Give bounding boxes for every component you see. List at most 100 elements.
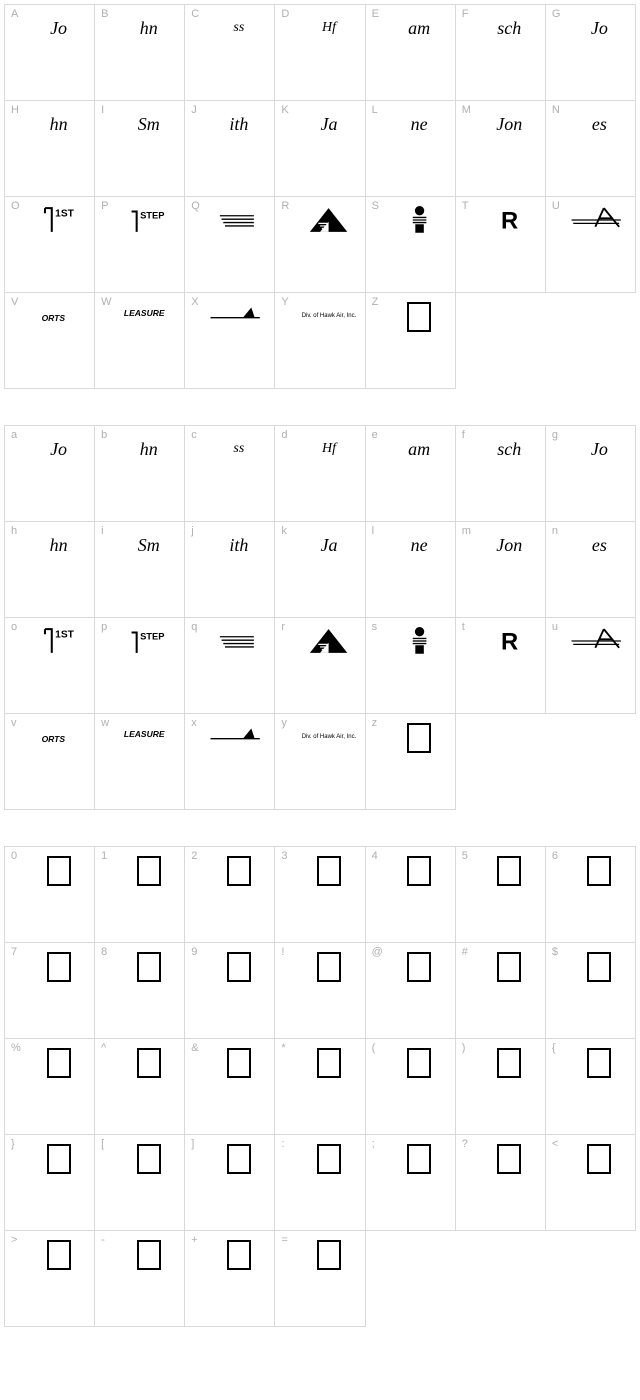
missing-glyph-box xyxy=(317,1240,341,1270)
cell-glyph xyxy=(297,203,360,237)
missing-glyph-box xyxy=(227,1144,251,1174)
cell-label: l xyxy=(372,525,374,537)
cell-glyph xyxy=(117,203,180,237)
missing-glyph-box xyxy=(137,1144,161,1174)
missing-glyph-box xyxy=(407,723,431,753)
missing-glyph-box xyxy=(407,952,431,982)
charmap-cell: @ xyxy=(366,943,456,1039)
cell-glyph xyxy=(478,853,541,887)
cell-glyph: Sm xyxy=(117,528,180,562)
charmap-cell: S xyxy=(366,197,456,293)
missing-glyph-box xyxy=(317,856,341,886)
cell-label: 0 xyxy=(11,850,17,862)
cell-glyph xyxy=(478,624,541,658)
cell-label: 4 xyxy=(372,850,378,862)
cell-glyph xyxy=(27,720,90,754)
cell-glyph xyxy=(207,299,270,333)
missing-glyph-box xyxy=(137,1240,161,1270)
glyph-tail xyxy=(207,720,270,754)
cell-glyph xyxy=(27,203,90,237)
cell-label: j xyxy=(191,525,193,537)
cell-glyph: ith xyxy=(207,528,270,562)
charmap-cell: X xyxy=(185,293,275,389)
cell-label: W xyxy=(101,296,111,308)
glyph-cursive: ss xyxy=(233,442,244,456)
missing-glyph-box xyxy=(227,1240,251,1270)
cell-glyph xyxy=(117,853,180,887)
cell-label: x xyxy=(191,717,197,729)
cell-glyph xyxy=(388,1045,451,1079)
cell-label: } xyxy=(11,1138,15,1150)
cell-label: K xyxy=(281,104,288,116)
charmap-cell: 3 xyxy=(275,847,365,943)
cell-label: F xyxy=(462,8,469,20)
cell-label: M xyxy=(462,104,471,116)
charmap-cell: I Sm xyxy=(95,101,185,197)
cell-glyph xyxy=(207,853,270,887)
cell-label: S xyxy=(372,200,379,212)
missing-glyph-box xyxy=(497,1144,521,1174)
cell-glyph xyxy=(117,299,180,333)
cell-glyph: Hf xyxy=(297,11,360,45)
cell-label: U xyxy=(552,200,560,212)
charmap-cell: 5 xyxy=(456,847,546,943)
charmap-cell: : xyxy=(275,1135,365,1231)
cell-label: w xyxy=(101,717,109,729)
missing-glyph-box xyxy=(47,1144,71,1174)
cell-glyph xyxy=(388,203,451,237)
section-numsym: 0123456789!@#$%^&*(){}[]:;?<>-+= xyxy=(4,846,636,1327)
cell-glyph xyxy=(207,203,270,237)
charmap-cell: c ss xyxy=(185,426,275,522)
cell-label: b xyxy=(101,429,107,441)
charmap-cell: 4 xyxy=(366,847,456,943)
charmap-cell: ? xyxy=(456,1135,546,1231)
charmap-cell: 0 xyxy=(5,847,95,943)
glyph-cursive: Sm xyxy=(138,536,160,554)
cell-label: 2 xyxy=(191,850,197,862)
cell-glyph xyxy=(388,949,451,983)
glyph-cursive: am xyxy=(408,440,430,458)
charmap-cell: Hhn xyxy=(5,101,95,197)
charmap-cell: j ith xyxy=(185,522,275,618)
missing-glyph-box xyxy=(497,952,521,982)
charmap-cell: dHf xyxy=(275,426,365,522)
cell-glyph xyxy=(27,1045,90,1079)
charmap-cell: Fsch xyxy=(456,5,546,101)
cell-glyph xyxy=(297,624,360,658)
cell-label: e xyxy=(372,429,378,441)
glyph-leasure xyxy=(117,299,180,333)
cell-glyph: ss xyxy=(207,432,270,466)
cell-glyph xyxy=(297,1237,360,1271)
cell-glyph xyxy=(27,299,90,333)
cell-label: & xyxy=(191,1042,198,1054)
cell-label: ? xyxy=(462,1138,468,1150)
missing-glyph-box xyxy=(587,856,611,886)
glyph-cursive: hn xyxy=(140,19,158,37)
charmap-cell: { xyxy=(546,1039,636,1135)
cell-label: v xyxy=(11,717,17,729)
glyph-cursive: Jon xyxy=(496,115,522,133)
cell-label: > xyxy=(11,1234,17,1246)
cell-label: T xyxy=(462,200,469,212)
cell-label: I xyxy=(101,104,104,116)
glyph-wingA xyxy=(568,203,631,237)
cell-glyph xyxy=(568,203,631,237)
charmap-cell: & xyxy=(185,1039,275,1135)
glyph-tinytext: Div. of Hawk Air, Inc. xyxy=(302,734,357,740)
missing-glyph-box xyxy=(47,1240,71,1270)
cell-label: r xyxy=(281,621,285,633)
charmap-cell: 8 xyxy=(95,943,185,1039)
cell-label: s xyxy=(372,621,378,633)
cell-glyph xyxy=(27,853,90,887)
missing-glyph-box xyxy=(137,856,161,886)
charmap-cell: o xyxy=(5,618,95,714)
charmap-cell: 7 xyxy=(5,943,95,1039)
cell-label: h xyxy=(11,525,17,537)
glyph-cursive: sch xyxy=(497,440,521,458)
charmap-cell: Jith xyxy=(185,101,275,197)
glyph-cursive: Sm xyxy=(138,115,160,133)
section-uppercase: AJoBhnCssDHfEamFschGJoHhnISmJithKJaLneMJ… xyxy=(4,4,636,389)
cell-label: c xyxy=(191,429,197,441)
glyph-lines xyxy=(207,624,270,658)
cell-label: A xyxy=(11,8,18,20)
